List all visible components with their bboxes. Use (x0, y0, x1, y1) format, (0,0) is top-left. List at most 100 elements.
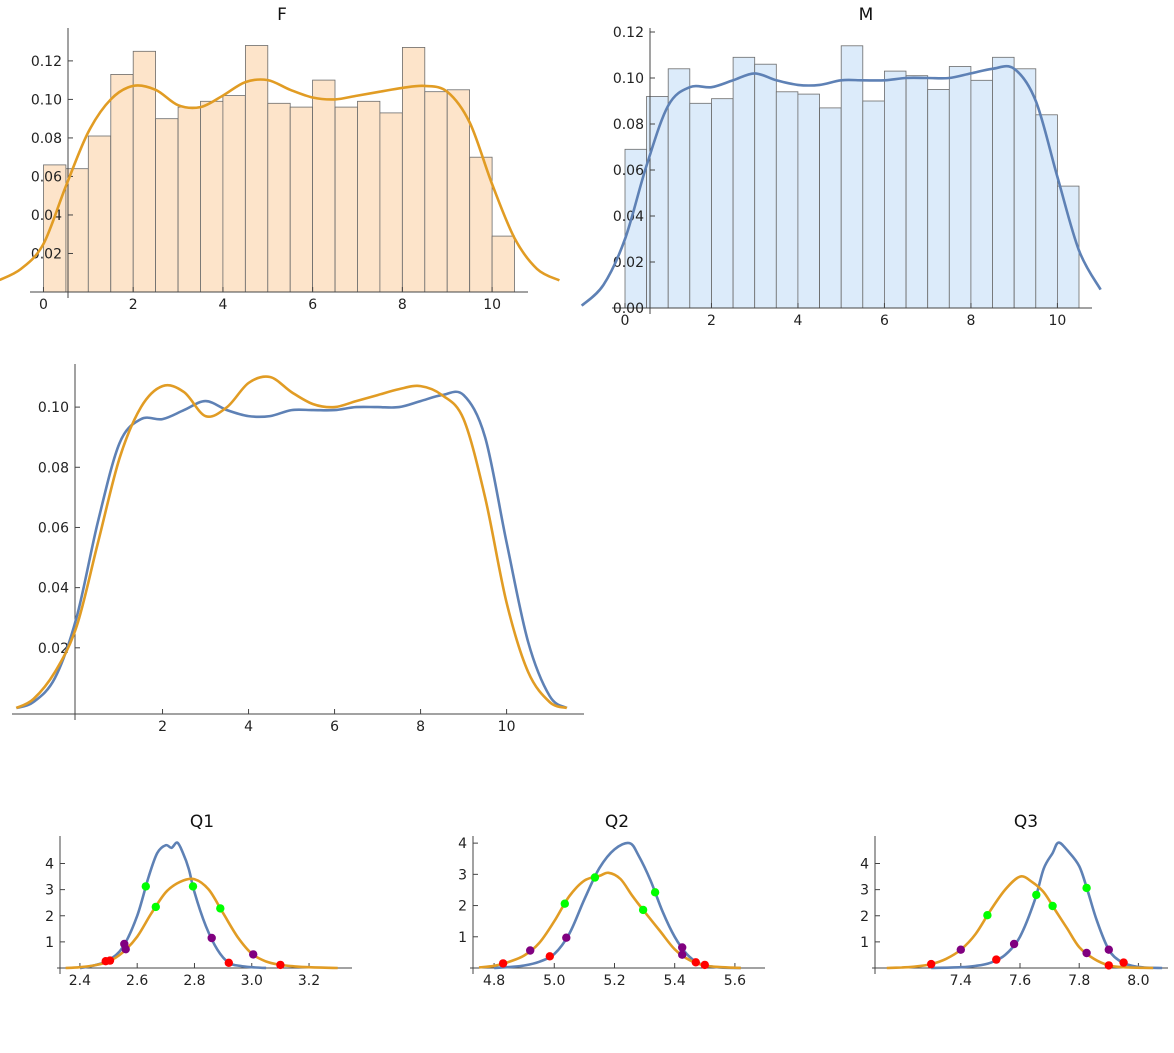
density-series-line (478, 871, 741, 970)
quantile-marker (121, 945, 130, 954)
quantile-marker (1104, 961, 1114, 970)
histogram-bar (754, 63, 777, 309)
density-series-line (15, 390, 568, 710)
quantile-marker (1032, 890, 1041, 900)
chart-title: Q1 (190, 812, 214, 832)
histogram-bar (732, 56, 756, 309)
histogram-bar (491, 235, 515, 293)
chart-q2-bootstrap: Q2 4.8 5.0 5.2 5.4 5.6 1 2 3 4 (458, 812, 765, 989)
density-series-line (65, 877, 338, 970)
quantile-marker (498, 959, 508, 968)
histogram-bar (1035, 114, 1058, 309)
histogram-bar (446, 89, 471, 293)
quantile-marker (678, 943, 687, 952)
y-tick-label: 0.12 (31, 54, 62, 70)
chart-q1-bootstrap: Q1 2.4 2.6 2.8 3.0 3.2 1 2 3 4 (45, 812, 352, 989)
x-tick-label: 7.4 (950, 973, 972, 989)
histogram-bar (819, 107, 842, 309)
x-tick-label: 3.0 (241, 973, 263, 989)
x-tick-label: 4 (244, 719, 253, 735)
x-tick-label: 5.4 (664, 973, 686, 989)
y-tick-label: 2 (45, 909, 54, 925)
x-tick-label: 2.4 (69, 973, 91, 989)
histogram-bar (222, 95, 246, 293)
quantile-marker (992, 955, 1001, 964)
y-tick-label: 0.10 (613, 71, 644, 87)
histogram-bar (110, 74, 134, 293)
histogram-bar (905, 75, 929, 309)
histogram-bar (289, 106, 314, 293)
histogram-bar (862, 100, 885, 309)
histogram-bar (948, 66, 972, 309)
x-tick-label: 2.6 (126, 973, 148, 989)
chart-title: Q3 (1014, 812, 1038, 832)
y-tick-label: 0.00 (613, 301, 644, 317)
y-tick-label: 3 (860, 883, 869, 899)
y-tick-label: 1 (458, 930, 467, 946)
histogram-bar (1057, 185, 1080, 309)
x-tick-label: 8 (398, 297, 407, 313)
y-tick-label: 0.06 (38, 520, 69, 536)
histogram-bar (970, 79, 993, 309)
x-tick-label: 5.2 (603, 973, 625, 989)
histogram-bar (711, 98, 734, 309)
chart-f-histogram: F0 2 4 6 8 100.020.040.060.080.100.12 (0, 5, 560, 313)
histogram-bar (155, 118, 179, 293)
histogram-bar (379, 112, 403, 293)
y-tick-label: 0.06 (31, 169, 62, 185)
x-tick-label: 6 (330, 719, 339, 735)
histogram-bar (177, 106, 201, 293)
histogram-bar (334, 106, 358, 293)
quantile-marker (562, 933, 571, 942)
chart-title: M (859, 5, 874, 25)
histogram-bar (689, 102, 712, 309)
quantile-marker (678, 950, 687, 959)
x-tick-label: 0 (621, 313, 630, 329)
x-tick-label: 7.6 (1009, 973, 1031, 989)
y-tick-label: 0.10 (38, 400, 69, 416)
quantile-marker (691, 958, 700, 967)
histogram-bar (840, 45, 864, 309)
x-tick-label: 4 (218, 297, 227, 313)
y-tick-label: 2 (458, 899, 467, 915)
histogram-bar (424, 91, 448, 293)
x-tick-label: 6 (880, 313, 889, 329)
quantile-marker (249, 950, 258, 959)
density-curve (0, 78, 560, 282)
quantile-marker (650, 888, 660, 897)
histogram-bar (401, 47, 426, 293)
y-tick-label: 4 (458, 836, 467, 852)
y-tick-label: 0.02 (613, 255, 644, 271)
histogram-bar (200, 100, 224, 293)
density-curve (580, 64, 1102, 307)
x-tick-label: 5.6 (724, 973, 746, 989)
quantile-marker (956, 945, 965, 954)
histogram-bar (267, 102, 291, 293)
histogram-bar (992, 56, 1015, 309)
quantile-marker (1104, 945, 1114, 954)
quantile-marker (526, 946, 535, 955)
x-tick-label: 2 (129, 297, 138, 313)
x-tick-label: 4.8 (483, 973, 505, 989)
x-tick-label: 7.8 (1068, 973, 1090, 989)
y-tick-label: 2 (860, 909, 869, 925)
x-tick-label: 10 (483, 297, 501, 313)
histogram-bar (667, 68, 691, 309)
quantile-marker (276, 960, 285, 970)
y-tick-label: 1 (860, 935, 869, 951)
histogram-bar (312, 79, 336, 293)
quantile-marker (1009, 939, 1019, 949)
quantile-marker (1082, 883, 1091, 893)
histogram-bar (87, 135, 112, 293)
histogram-bar (797, 93, 820, 309)
histogram-bar (244, 45, 269, 293)
x-tick-label: 8 (416, 719, 425, 735)
quantile-marker (105, 956, 115, 965)
y-tick-label: 0.08 (31, 131, 62, 147)
quantile-marker (590, 873, 600, 882)
chart-q3-bootstrap: Q3 7.4 7.6 7.8 8.0 1 2 3 4 (860, 812, 1168, 989)
x-tick-label: 2 (707, 313, 716, 329)
x-tick-label: 4 (793, 313, 802, 329)
histogram-bar (357, 100, 381, 293)
